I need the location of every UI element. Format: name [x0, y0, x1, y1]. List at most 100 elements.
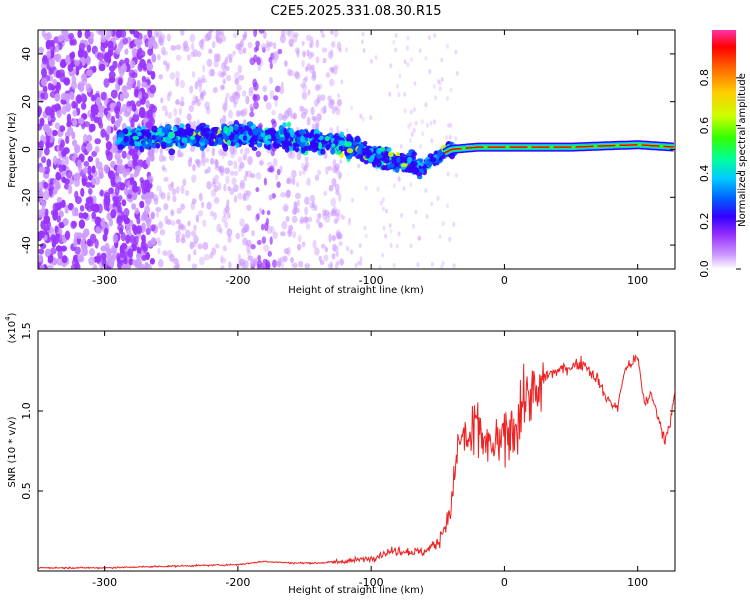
- spectrogram-cell: [175, 70, 181, 80]
- spectrogram-cell: [306, 116, 311, 126]
- spectrogram-cell: [179, 123, 185, 129]
- spectrogram-cell: [265, 130, 271, 135]
- spectrogram-cell: [242, 193, 247, 202]
- spectrogram-cell: [259, 160, 264, 166]
- spectrogram-cell: [283, 248, 290, 255]
- spectrogram-cell: [123, 129, 129, 135]
- spectrogram-cell: [247, 128, 253, 136]
- spectrogram-cell: [145, 227, 151, 236]
- spectrogram-cell: [157, 54, 161, 61]
- spectrogram-cell: [139, 200, 145, 209]
- spectrogram-cell: [166, 92, 171, 102]
- spectrogram-cell: [276, 139, 282, 144]
- spectrogram-cell: [406, 62, 410, 68]
- spectrogram-cell: [237, 192, 243, 200]
- spectrogram-cell: [189, 241, 194, 250]
- spectrogram-cell: [256, 239, 262, 246]
- spectrogram-cell: [60, 245, 68, 252]
- spectrogram-cell: [236, 110, 241, 117]
- spectrogram-cell: [332, 165, 338, 174]
- spectrogram-cell: [409, 182, 413, 188]
- spectrogram-cell: [166, 191, 171, 200]
- spectrogram-cell: [438, 80, 442, 86]
- spectrogram-cell: [147, 138, 153, 144]
- spectrogram-cell: [324, 135, 330, 142]
- spectrogram-cell: [409, 243, 413, 249]
- spectrogram-cell: [316, 169, 322, 176]
- spectrogram-cell: [149, 257, 155, 265]
- spectrogram-cell: [224, 221, 229, 229]
- spectrogram-cell: [300, 137, 306, 143]
- spectrogram-cell: [140, 125, 147, 131]
- spectrogram-cell: [163, 203, 169, 211]
- spectrogram-cell: [307, 51, 313, 60]
- spectrogram-cell: [200, 158, 207, 167]
- spectrogram-cell: [242, 135, 248, 141]
- spectrogram-cell: [264, 140, 271, 145]
- spectrogram-cell: [38, 248, 45, 255]
- spectrogram-cell: [140, 234, 146, 242]
- spectrogram-cell: [337, 232, 343, 240]
- spectrogram-cell: [251, 136, 258, 143]
- spectrogram-cell: [310, 74, 317, 82]
- spectrogram-cell: [413, 81, 417, 86]
- spectrogram-cell: [137, 47, 143, 56]
- colorbar-tick-label: 0.4: [698, 165, 711, 183]
- spectrogram-cell: [100, 91, 107, 101]
- spectrogram-cell: [282, 255, 288, 263]
- spectrogram-cell: [142, 92, 149, 100]
- spectrogram-cell: [262, 31, 267, 40]
- spectrogram-cell: [304, 206, 309, 216]
- spectrogram-cell: [85, 55, 92, 65]
- spectrogram-cell: [327, 263, 333, 269]
- spectrogram-cell: [175, 117, 182, 125]
- spectrogram-cell: [429, 120, 433, 126]
- spectrogram-cell: [48, 57, 56, 68]
- spectrogram-cell: [69, 38, 74, 46]
- spectrogram-cell: [440, 76, 444, 82]
- spectrogram-cell: [38, 140, 44, 150]
- spectrogram-cell: [351, 197, 354, 203]
- spectrogram-cell: [141, 222, 147, 233]
- x-tick-label: -200: [225, 274, 250, 287]
- spectrogram-cell: [336, 125, 340, 135]
- spectrogram-cell: [113, 199, 119, 207]
- spectrogram-cell: [287, 30, 294, 38]
- spectrogram-cell: [86, 44, 92, 53]
- spectrogram-cell: [78, 117, 85, 125]
- spectrogram-cell: [106, 30, 113, 38]
- spectrogram-cell: [229, 170, 235, 176]
- spectrogram-cell: [356, 147, 363, 155]
- spectrogram-cell: [176, 207, 182, 215]
- spectrogram-cell: [247, 41, 253, 49]
- spectrogram-cell: [271, 120, 277, 128]
- spectrogram-cell: [164, 110, 169, 117]
- spectrogram-cell: [56, 245, 62, 252]
- spectrogram-cell: [410, 161, 418, 167]
- x-tick-label: -100: [359, 576, 384, 589]
- spectrogram-cell: [195, 214, 200, 223]
- spectrogram-cell: [232, 146, 238, 156]
- spectrogram-cell: [421, 131, 425, 137]
- spectrogram-cell: [74, 246, 81, 255]
- spectrogram-cell: [412, 107, 416, 113]
- spectrogram-cell: [164, 215, 169, 225]
- spectrogram-cell: [249, 111, 255, 118]
- spectrogram-cell: [345, 47, 349, 53]
- spectrogram-cell: [252, 78, 258, 88]
- spectrogram-cell: [248, 86, 254, 94]
- spectrogram-cell: [220, 265, 225, 269]
- spectrogram-cell: [175, 219, 182, 225]
- spectrogram-cell: [138, 110, 144, 118]
- spectrogram-cell: [57, 34, 64, 43]
- spectrogram-cell: [407, 156, 413, 164]
- spectrogram-cell: [268, 41, 273, 48]
- spectrogram-cell: [211, 247, 217, 256]
- spectrogram-cell: [136, 216, 141, 225]
- spectrogram-cell: [170, 44, 177, 51]
- spectrogram-cell: [63, 178, 70, 185]
- spectrogram-cell: [318, 222, 324, 228]
- spectrogram-cell: [213, 212, 217, 221]
- spectrogram-cell: [222, 245, 227, 252]
- spectrogram-cell: [161, 164, 166, 171]
